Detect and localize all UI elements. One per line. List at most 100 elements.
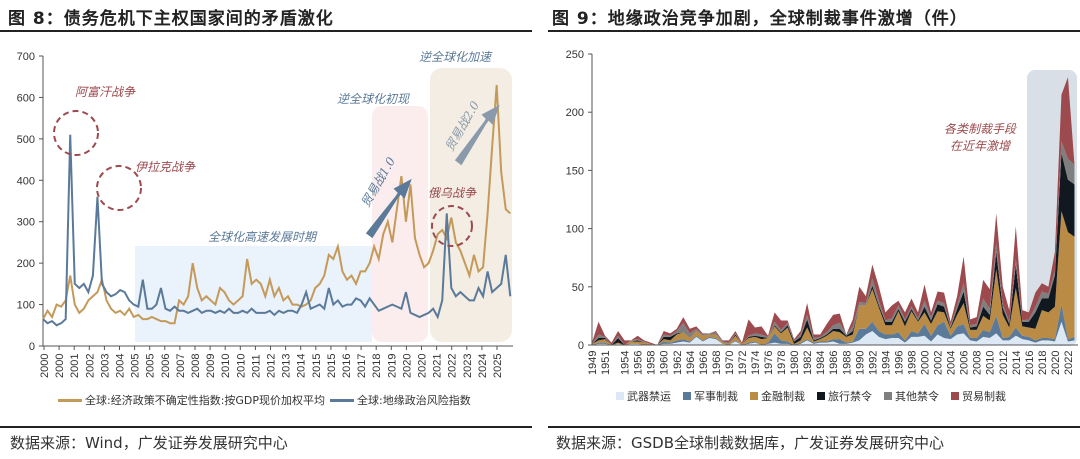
legend-label: 金融制裁	[761, 390, 805, 403]
x-tick-label: 1982	[802, 351, 814, 375]
x-tick-label: 1956	[633, 351, 645, 375]
x-tick-label: 2000	[920, 351, 932, 375]
x-tick-label: 1998	[906, 351, 918, 375]
globalization-period-shade	[135, 246, 372, 342]
y-tick-label: 500	[17, 134, 35, 146]
x-tick-label: 2005	[145, 354, 157, 378]
y-tick-label: 150	[566, 165, 584, 177]
annotation-sanctions-1: 各类制裁手段	[944, 122, 1017, 136]
x-tick-label: 2016	[1024, 351, 1036, 375]
annotation-deglobalization-accelerate: 逆全球化加速	[419, 50, 493, 64]
area-武器禁运	[592, 321, 1075, 345]
x-tick-label: 1951	[600, 351, 612, 375]
gpr-line	[42, 134, 512, 327]
x-tick-label: 2018	[371, 354, 383, 378]
legend-swatch	[616, 392, 624, 400]
epu-line	[42, 84, 511, 325]
x-tick-label: 2008	[972, 351, 984, 375]
legend-swatch	[951, 392, 959, 400]
x-tick-label: 2004	[115, 354, 127, 378]
x-tick-label: 2014	[296, 354, 308, 378]
legend-label: 全球:经济政策不确定性指数:按GDP现价加权平均	[85, 394, 326, 407]
x-tick-label: 2014	[1011, 351, 1023, 375]
legend-item: 旅行禁令	[817, 388, 872, 404]
legend-label: 军事制裁	[694, 390, 738, 403]
x-tick-label: 2019	[386, 354, 398, 378]
annotation-iraq-war: 伊拉克战争	[135, 160, 196, 174]
x-tick-label: 1964	[685, 351, 697, 375]
trade-war-1-arrow	[365, 178, 412, 239]
y-tick-label: 200	[17, 258, 35, 270]
x-tick-label: 2003	[99, 354, 111, 378]
legend-swatch	[683, 392, 691, 400]
y-tick-label: 0	[29, 341, 35, 353]
x-tick-label: 2006	[160, 354, 172, 378]
x-tick-label: 2015	[311, 354, 323, 378]
annotation-sanctions-2: 在近年激增	[950, 139, 1011, 153]
annotation-russia-ukraine: 俄乌战争	[428, 186, 477, 200]
x-tick-label: 2020	[417, 354, 429, 378]
left-source: 数据来源：Wind，广发证券发展研究中心	[10, 434, 288, 452]
x-tick-label: 2025	[492, 354, 504, 378]
x-tick-label: 2008	[190, 354, 202, 378]
x-tick-label: 2024	[477, 354, 489, 378]
x-tick-label: 2005	[130, 354, 142, 378]
title-rule-right	[548, 30, 1080, 32]
legend-swatch	[58, 398, 82, 402]
legend-swatch	[330, 398, 354, 402]
x-tick-label: 1958	[646, 351, 658, 375]
x-tick-label: 2020	[401, 354, 413, 378]
x-tick-label: 1986	[828, 351, 840, 375]
x-tick-label: 2022	[447, 354, 459, 378]
right-legend: 武器禁运 军事制裁 金融制裁 旅行禁令 其他禁令 贸易制裁	[616, 388, 1006, 404]
x-tick-label: 2012	[998, 351, 1010, 375]
trade-war-2-arrow	[454, 104, 500, 166]
y-tick-label: 400	[17, 175, 35, 187]
legend-swatch	[750, 392, 758, 400]
y-tick-label: 50	[572, 282, 584, 294]
x-tick-label: 2010	[235, 354, 247, 378]
x-tick-label: 1996	[893, 351, 905, 375]
legend-item: 武器禁运	[616, 388, 671, 404]
x-tick-label: 2001	[69, 354, 81, 378]
x-tick-label: 2010	[985, 351, 997, 375]
x-tick-label: 1992	[867, 351, 879, 375]
x-tick-label: 1984	[815, 351, 827, 375]
right-chart-title: 图 9：地缘政治竞争加剧，全球制裁事件激增（件）	[552, 9, 968, 29]
y-tick-label: 300	[17, 217, 35, 229]
x-tick-label: 2002	[84, 354, 96, 378]
source-rule-left	[0, 426, 532, 428]
deglobalization-start-shade	[372, 106, 428, 342]
legend-label: 武器禁运	[627, 390, 671, 403]
area-军事制裁	[592, 304, 1075, 345]
iraq-circle	[96, 165, 142, 211]
x-tick-label: 1949	[587, 351, 599, 375]
x-tick-label: 2012	[266, 354, 278, 378]
legend-swatch	[884, 392, 892, 400]
y-tick-label: 700	[17, 51, 35, 63]
x-tick-label: 1978	[776, 351, 788, 375]
source-rule-right	[548, 426, 1080, 428]
x-tick-label: 2010	[220, 354, 232, 378]
x-tick-label: 2017	[356, 354, 368, 378]
area-旅行禁令	[592, 152, 1075, 345]
y-tick-label: 200	[566, 107, 584, 119]
x-tick-label: 2011	[250, 354, 262, 378]
x-tick-label: 1976	[763, 351, 775, 375]
left-chart-title: 图 8：债务危机下主权国家间的矛盾激化	[8, 9, 334, 29]
legend-epu: 全球:经济政策不确定性指数:按GDP现价加权平均	[58, 392, 325, 408]
x-tick-label: 2016	[341, 354, 353, 378]
y-tick-label: 600	[17, 92, 35, 104]
y-tick-label: 250	[566, 49, 584, 61]
legend-gpr: 全球:地缘政治风险指数	[330, 392, 471, 408]
legend-label: 旅行禁令	[828, 390, 872, 403]
x-tick-label: 2021	[432, 354, 444, 378]
x-tick-label: 1970	[724, 351, 736, 375]
x-tick-label: 2023	[462, 354, 474, 378]
annotation-afghan-war: 阿富汗战争	[75, 85, 136, 99]
x-tick-label: 1966	[698, 351, 710, 375]
x-tick-label: 2020	[1050, 351, 1062, 375]
x-tick-label: 1962	[672, 351, 684, 375]
legend-item: 贸易制裁	[951, 388, 1006, 404]
x-tick-label: 2000	[54, 354, 66, 378]
